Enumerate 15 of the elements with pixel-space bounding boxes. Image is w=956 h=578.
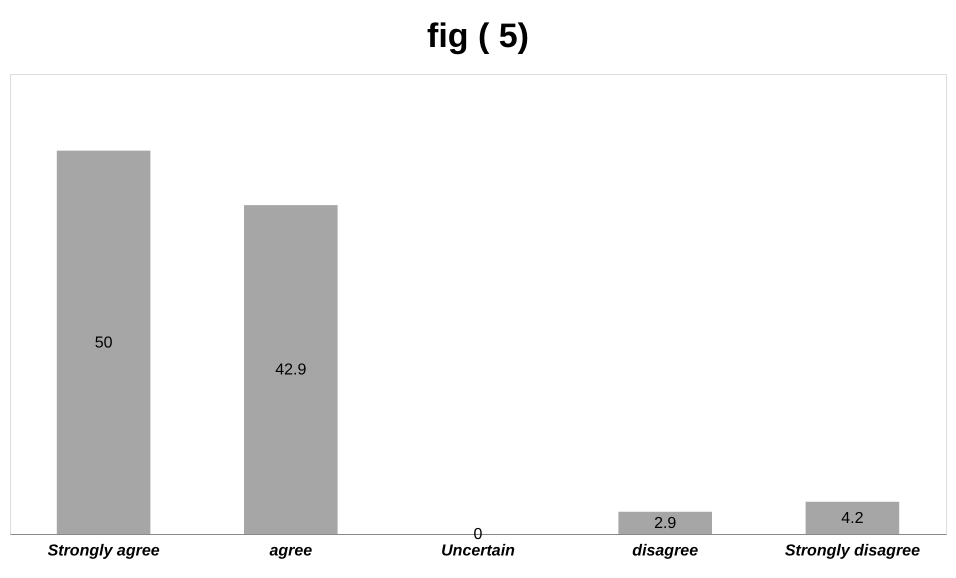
x-tick-label: Strongly disagree	[784, 542, 920, 560]
chart-title: fig ( 5)	[427, 17, 529, 55]
x-tick-label: Strongly agree	[48, 542, 160, 560]
bar	[56, 150, 150, 534]
bar	[618, 512, 712, 534]
x-tick-label: disagree	[632, 542, 698, 560]
data-label: 2.9	[654, 514, 676, 532]
data-label: 42.9	[275, 362, 306, 379]
x-tick-label: Uncertain	[441, 542, 516, 560]
bar	[806, 502, 900, 534]
data-label: 0	[474, 526, 483, 543]
data-label: 50	[94, 334, 113, 352]
data-label: 4.2	[841, 510, 864, 527]
x-tick-label: agree	[269, 542, 312, 560]
bar	[244, 205, 338, 534]
